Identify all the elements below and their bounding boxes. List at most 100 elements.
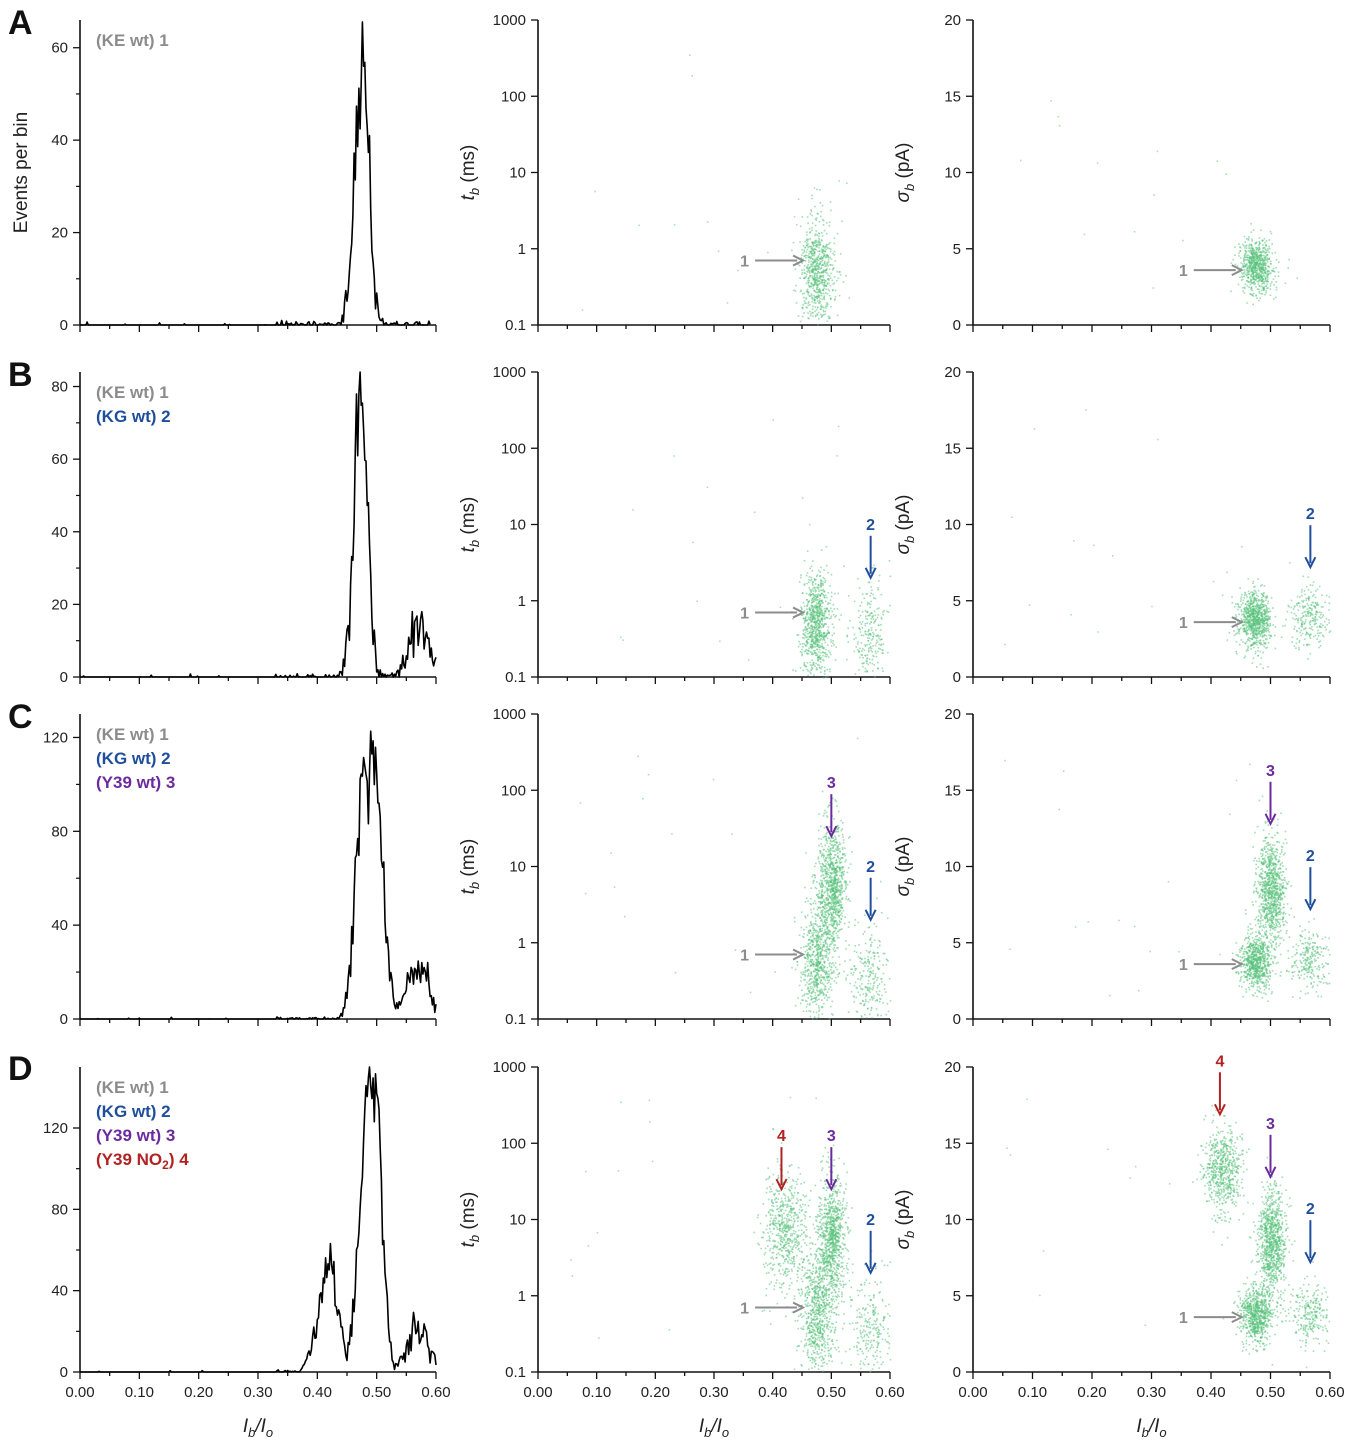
scatter-point	[841, 878, 844, 880]
scatter-point	[1255, 623, 1257, 626]
scatter-point	[804, 970, 807, 972]
scatter-point	[805, 574, 808, 577]
scatter-point	[1254, 252, 1256, 255]
scatter-point	[832, 900, 834, 903]
scatter-point	[820, 635, 822, 637]
scatter-point	[817, 639, 819, 641]
scatter-point	[826, 816, 829, 818]
scatter-point	[1249, 293, 1251, 295]
scatter-point	[838, 894, 840, 896]
scatter-point	[1272, 270, 1275, 273]
y-tick-label: 40	[51, 132, 68, 149]
scatter-point	[880, 644, 882, 647]
scatter-point	[821, 902, 823, 904]
scatter-point	[1311, 626, 1313, 628]
scatter-point	[813, 674, 815, 676]
scatter-point	[1260, 265, 1263, 267]
scatter-point	[835, 614, 837, 617]
scatter-point	[1248, 637, 1251, 640]
scatter-point	[826, 617, 828, 619]
scatter-point	[807, 993, 809, 995]
scatter-point	[1247, 250, 1250, 252]
scatter-point	[1243, 275, 1246, 278]
scatter-point	[808, 990, 810, 993]
scatter-point	[826, 633, 828, 635]
scatter-point	[1275, 286, 1278, 289]
scatter-point	[1250, 288, 1252, 291]
scatter-point	[1230, 262, 1233, 264]
scatter-point	[817, 970, 820, 972]
scatter-point	[863, 597, 866, 600]
scatter-point	[812, 965, 815, 968]
scatter-point	[806, 969, 809, 971]
scatter-point	[816, 668, 819, 671]
scatter-point	[1243, 258, 1245, 261]
scatter-point	[838, 271, 840, 273]
scatter-point	[810, 669, 812, 671]
scatter-point	[1247, 638, 1249, 641]
scatter-point	[845, 880, 847, 883]
scatter-point	[801, 216, 804, 218]
scatter-point	[812, 970, 815, 972]
scatter-point	[835, 896, 837, 899]
scatter-point	[1311, 609, 1313, 612]
scatter-point	[1268, 607, 1270, 610]
scatter-point	[843, 870, 845, 873]
scatter-point	[812, 263, 814, 266]
scatter-point	[816, 999, 819, 1001]
scatter-point	[1247, 645, 1249, 648]
scatter-point	[1301, 626, 1304, 628]
scatter-point	[836, 936, 839, 939]
scatter-point	[1231, 596, 1233, 598]
scatter-point	[817, 599, 819, 601]
scatter-point	[867, 640, 869, 642]
scatter-point	[747, 659, 750, 661]
scatter-point	[868, 581, 871, 584]
scatter-point	[823, 569, 825, 571]
scatter-point	[872, 645, 874, 647]
scatter-point	[818, 1009, 821, 1011]
scatter-point	[826, 246, 828, 248]
scatter-point	[1258, 642, 1261, 644]
scatter-point	[818, 1005, 820, 1007]
scatter-point	[848, 595, 850, 597]
scatter-point	[812, 258, 814, 261]
scatter-point	[1273, 284, 1275, 286]
scatter-point	[808, 631, 811, 633]
scatter-point	[817, 270, 819, 273]
scatter-point	[815, 654, 818, 656]
scatter-point	[829, 653, 832, 656]
scatter-point	[828, 247, 831, 250]
scatter-point	[1250, 614, 1253, 616]
scatter-point	[816, 244, 819, 246]
scatter-point	[829, 317, 831, 319]
scatter-point	[1274, 647, 1277, 650]
scatter-point	[829, 264, 831, 266]
scatter-point	[1260, 292, 1262, 295]
scatter-point	[820, 867, 823, 870]
scatter-point	[823, 987, 826, 990]
scatter-point	[809, 635, 811, 638]
scatter-point	[1254, 251, 1256, 253]
scatter-point	[807, 246, 809, 249]
scatter-point	[833, 843, 836, 846]
scatter-point	[853, 633, 856, 636]
scatter-point	[1304, 593, 1306, 596]
scatter-point	[823, 966, 825, 969]
scatter-point	[864, 667, 867, 670]
scatter-point	[822, 250, 824, 253]
scatter-point	[801, 262, 803, 264]
scatter-point	[810, 294, 813, 297]
scatter-point	[1256, 605, 1259, 607]
scatter-point	[839, 963, 841, 966]
scatter-point	[819, 621, 821, 623]
scatter-point	[1251, 613, 1254, 616]
scatter-point	[1269, 285, 1272, 287]
scatter-point	[811, 589, 813, 591]
scatter-point	[817, 645, 819, 648]
scatter-point	[815, 621, 818, 624]
scatter-point	[1243, 620, 1246, 623]
scatter-point	[1254, 627, 1256, 630]
scatter-point	[819, 609, 821, 611]
scatter-point	[1254, 263, 1257, 265]
